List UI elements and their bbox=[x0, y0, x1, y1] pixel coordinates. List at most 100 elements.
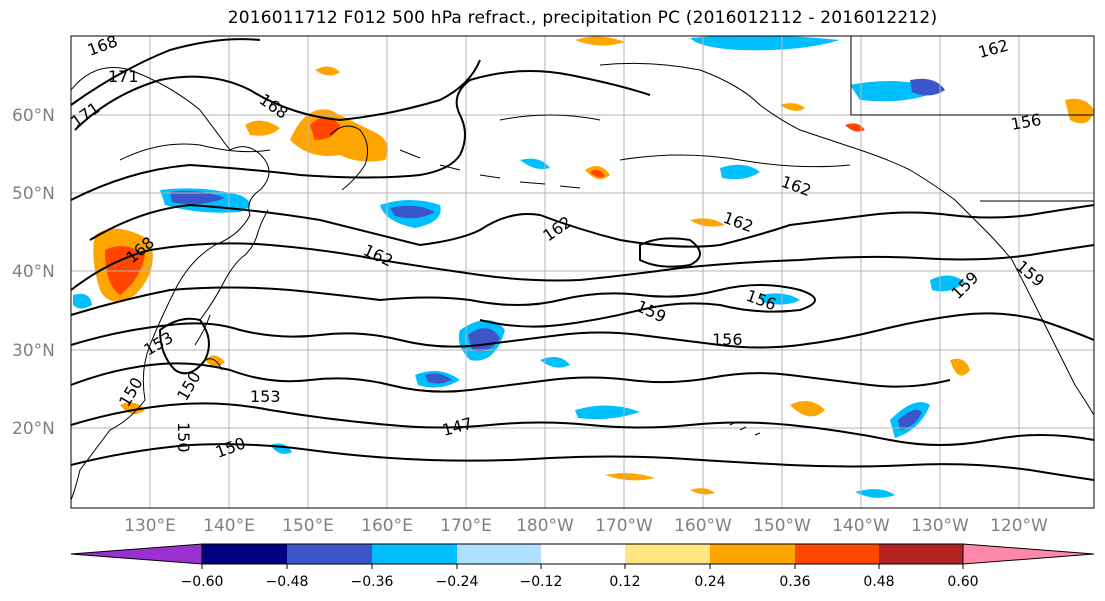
precip-positive-area bbox=[575, 36, 625, 46]
lon-tick-label: 180°W bbox=[516, 516, 574, 536]
refractivity-contours bbox=[70, 38, 1095, 481]
contour-line bbox=[70, 284, 816, 328]
contour-line bbox=[70, 443, 1095, 481]
precip-positive-area bbox=[245, 120, 280, 136]
colorbar-outline bbox=[201, 543, 964, 565]
lon-tick-label: 130°W bbox=[911, 516, 969, 536]
contour-line bbox=[70, 312, 1095, 349]
colorbar-label: 0.24 bbox=[694, 574, 725, 590]
kamchatka-coastline bbox=[329, 125, 369, 191]
contour-line bbox=[70, 38, 261, 106]
contour-line bbox=[158, 317, 210, 375]
colorbar-segment bbox=[457, 544, 541, 564]
contour-line bbox=[70, 402, 1095, 446]
map-frame bbox=[70, 35, 1095, 509]
lat-tick-label: 60°N bbox=[12, 106, 55, 126]
colorbar-label: −0.48 bbox=[266, 574, 309, 590]
colorbar-segment bbox=[795, 544, 879, 564]
lat-tick-label: 50°N bbox=[12, 184, 55, 204]
aleutian-islands bbox=[399, 149, 581, 189]
precip-positive-area bbox=[310, 117, 340, 140]
lon-tick-label: 160°W bbox=[674, 516, 732, 536]
lon-tick-label: 150°W bbox=[753, 516, 811, 536]
canada-border bbox=[850, 36, 1094, 202]
lon-tick-label: 140°E bbox=[203, 516, 255, 536]
lon-tick-label: 130°E bbox=[124, 516, 176, 536]
contour-line bbox=[74, 59, 481, 131]
thin-contour-line bbox=[119, 143, 271, 161]
lon-tick-label: 140°W bbox=[832, 516, 890, 536]
precip-negative-area bbox=[910, 78, 945, 96]
contour-label: 150 bbox=[174, 422, 193, 453]
precip-negative-area bbox=[855, 489, 895, 498]
colorbar-ticks bbox=[201, 564, 964, 569]
precip-negative-area bbox=[760, 293, 800, 305]
colorbar-segment bbox=[202, 544, 287, 564]
colorbar-segment bbox=[625, 544, 710, 564]
thin-contour-line bbox=[619, 154, 851, 168]
asia-coastline bbox=[70, 67, 270, 501]
precip-negative-area bbox=[720, 164, 760, 180]
precip-negative-area bbox=[540, 356, 570, 368]
precip-negative-area bbox=[170, 190, 225, 205]
precip-positive-area bbox=[790, 401, 825, 417]
contour-line bbox=[70, 242, 1095, 291]
coastlines bbox=[70, 36, 1095, 501]
colorbar-label: −0.24 bbox=[436, 574, 479, 590]
lon-tick-labels: 130°E 140°E 150°E 160°E 170°E 180°W 170°… bbox=[124, 516, 1048, 536]
colorbar-segment bbox=[962, 543, 1095, 565]
colorbar-label: 0.36 bbox=[779, 574, 810, 590]
precip-positive-area bbox=[845, 123, 865, 132]
map-title: 2016011712 F012 500 hPa refract., precip… bbox=[227, 8, 938, 28]
precip-negative-area bbox=[898, 409, 922, 430]
precip-positive-area bbox=[120, 402, 145, 414]
colorbar-label: −0.36 bbox=[351, 574, 394, 590]
lon-tick-label: 170°W bbox=[595, 516, 653, 536]
precip-negative-area bbox=[425, 373, 452, 384]
colorbar-label: 0.12 bbox=[609, 574, 640, 590]
precip-positive-area bbox=[590, 169, 605, 178]
lon-tick-label: 150°E bbox=[282, 516, 334, 536]
map-graticule bbox=[71, 36, 1094, 508]
contour-label: 156 bbox=[712, 330, 743, 349]
north-america-coastline bbox=[1011, 259, 1095, 416]
contour-label: 171 bbox=[108, 67, 139, 86]
precip-positive-area bbox=[690, 218, 725, 227]
colorbar-segment bbox=[287, 544, 372, 564]
colorbar-segment bbox=[879, 544, 963, 564]
lon-tick-label: 160°E bbox=[361, 516, 413, 536]
lat-tick-labels: 20°N 30°N 40°N 50°N 60°N bbox=[12, 106, 55, 439]
colorbar-segment bbox=[70, 543, 203, 565]
colorbar-segment bbox=[541, 544, 625, 564]
colorbar-segment bbox=[372, 544, 457, 564]
precip-positive-area bbox=[780, 103, 805, 111]
precip-positive-area bbox=[1065, 98, 1094, 124]
lat-tick-label: 20°N bbox=[12, 419, 55, 439]
precip-positive-area bbox=[315, 66, 340, 76]
alaska-coastline bbox=[599, 62, 1013, 261]
map-panel bbox=[71, 36, 1094, 508]
lat-tick-label: 30°N bbox=[12, 341, 55, 361]
precip-positive-area bbox=[605, 473, 655, 481]
precip-positive-area bbox=[950, 358, 970, 376]
contour-line bbox=[70, 362, 951, 393]
colorbar-label: −0.12 bbox=[520, 574, 563, 590]
contour-line bbox=[639, 237, 701, 268]
precip-negative-area bbox=[690, 35, 840, 51]
thin-contours bbox=[119, 114, 851, 168]
lon-tick-label: 170°E bbox=[440, 516, 492, 536]
colorbar-label: −0.60 bbox=[181, 574, 224, 590]
precip-negative-area bbox=[930, 275, 965, 292]
colorbar-label: 0.60 bbox=[947, 574, 978, 590]
precip-negative-area bbox=[520, 158, 550, 169]
contour-label: 153 bbox=[250, 387, 281, 406]
lat-tick-label: 40°N bbox=[12, 262, 55, 282]
precip-negative-area bbox=[73, 293, 92, 309]
thin-contour-line bbox=[499, 114, 601, 121]
contour-line bbox=[70, 70, 651, 201]
colorbar: −0.60 −0.48 −0.36 −0.24 −0.12 0.12 0.24 … bbox=[70, 543, 1095, 590]
contour-line bbox=[89, 203, 1095, 248]
colorbar-segment bbox=[710, 544, 795, 564]
colorbar-label: 0.48 bbox=[863, 574, 894, 590]
